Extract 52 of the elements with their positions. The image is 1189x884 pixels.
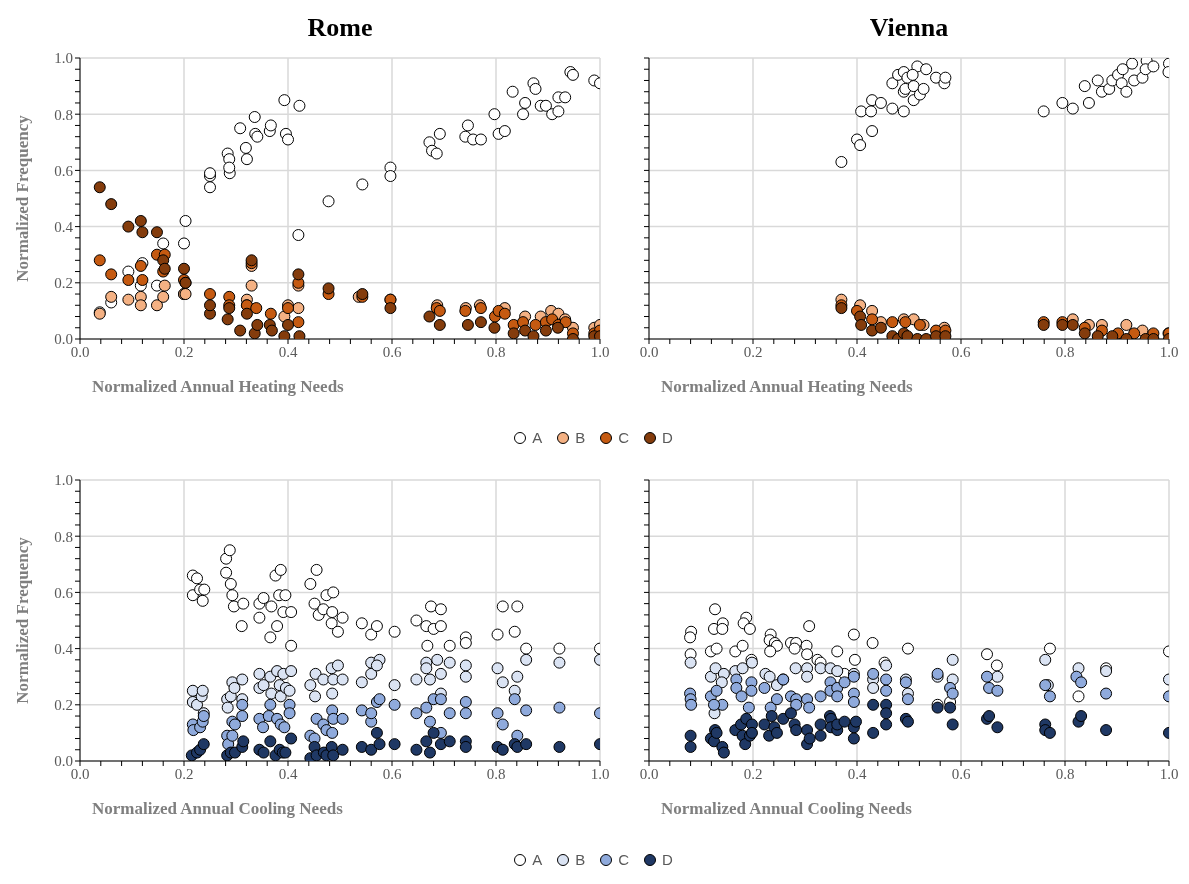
x-tick-label: 1.0 <box>1159 343 1179 360</box>
x-tick-label: 0.8 <box>486 343 506 360</box>
y-tick-label: 0.8 <box>54 528 73 545</box>
x-tick-label: 0.0 <box>639 765 659 782</box>
y-tick-label: 1.0 <box>54 50 73 67</box>
y-tick-label: 0.6 <box>54 162 74 179</box>
x-axis-title: Normalized Annual Heating Needs <box>92 377 345 396</box>
legend-label: B <box>575 429 586 446</box>
x-tick-label: 0.8 <box>486 765 506 782</box>
x-tick-label: 0.2 <box>174 765 194 782</box>
x-tick-label: 0.4 <box>278 343 298 360</box>
legend-label: C <box>618 429 630 446</box>
x-tick-label: 0.2 <box>174 343 194 360</box>
x-axis-title: Normalized Annual Cooling Needs <box>661 799 913 818</box>
y-tick-label: 0.6 <box>54 584 74 601</box>
x-tick-label: 0.6 <box>951 343 971 360</box>
y-tick-label: 0.0 <box>54 331 73 348</box>
y-tick-label: 0.2 <box>54 697 73 714</box>
legend-label: C <box>618 851 630 868</box>
x-tick-label: 0.0 <box>70 765 90 782</box>
x-axis-title: Normalized Annual Heating Needs <box>661 377 914 396</box>
y-tick-label: 0.0 <box>54 753 73 770</box>
y-axis-title: Normalized Frequency <box>13 536 33 704</box>
x-tick-label: 1.0 <box>590 343 610 360</box>
x-tick-label: 1.0 <box>590 765 610 782</box>
x-tick-label: 0.6 <box>382 343 402 360</box>
x-tick-label: 0.2 <box>743 765 763 782</box>
chart-title: Vienna <box>868 12 950 44</box>
x-tick-label: 0.0 <box>70 343 90 360</box>
x-tick-label: 0.8 <box>1055 765 1075 782</box>
x-tick-label: 1.0 <box>1159 765 1179 782</box>
legend-label: D <box>662 851 673 868</box>
x-tick-label: 0.4 <box>847 343 867 360</box>
y-tick-label: 0.8 <box>54 106 73 123</box>
legend-label: B <box>575 851 586 868</box>
y-tick-label: 1.0 <box>54 472 73 489</box>
chart-title: Rome <box>306 12 374 44</box>
legend-label: D <box>662 429 673 446</box>
y-tick-label: 0.4 <box>54 640 74 657</box>
x-axis-title: Normalized Annual Cooling Needs <box>92 799 344 818</box>
x-tick-label: 0.2 <box>743 343 763 360</box>
legend-label: A <box>532 429 543 446</box>
y-axis-title: Normalized Frequency <box>13 114 33 282</box>
x-tick-label: 0.6 <box>382 765 402 782</box>
y-tick-label: 0.4 <box>54 218 74 235</box>
legend-label: A <box>532 851 543 868</box>
x-tick-label: 0.6 <box>951 765 971 782</box>
y-tick-label: 0.2 <box>54 275 73 292</box>
x-tick-label: 0.0 <box>639 343 659 360</box>
x-tick-label: 0.4 <box>278 765 298 782</box>
x-tick-label: 0.4 <box>847 765 867 782</box>
x-tick-label: 0.8 <box>1055 343 1075 360</box>
